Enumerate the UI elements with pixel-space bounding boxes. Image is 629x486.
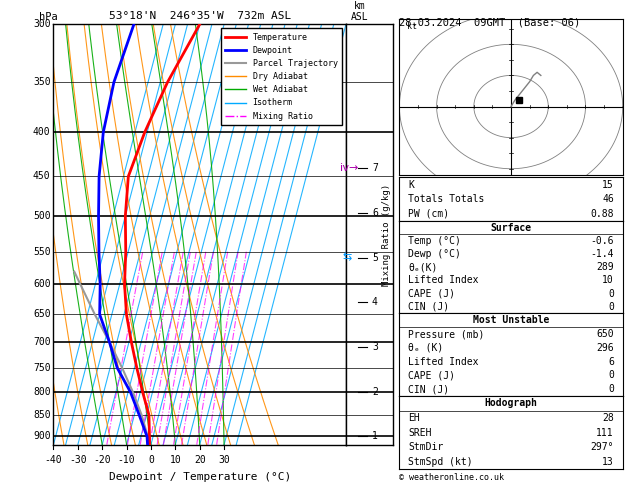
Text: CIN (J): CIN (J)	[408, 384, 450, 394]
Text: K: K	[408, 180, 415, 190]
Text: ⅳ→: ⅳ→	[340, 163, 358, 174]
Text: Lifted Index: Lifted Index	[408, 276, 479, 285]
Text: hPa: hPa	[39, 12, 58, 22]
Text: Dewpoint / Temperature (°C): Dewpoint / Temperature (°C)	[109, 472, 291, 482]
Text: kt: kt	[407, 22, 417, 31]
Text: 0: 0	[148, 455, 154, 465]
Text: 5: 5	[372, 253, 378, 262]
Text: 650: 650	[33, 310, 50, 319]
Legend: Temperature, Dewpoint, Parcel Trajectory, Dry Adiabat, Wet Adiabat, Isotherm, Mi: Temperature, Dewpoint, Parcel Trajectory…	[221, 29, 342, 125]
Text: 500: 500	[33, 211, 50, 221]
Text: 6: 6	[608, 357, 614, 366]
Text: Hodograph: Hodograph	[484, 399, 538, 408]
Text: 297°: 297°	[590, 442, 614, 452]
Text: 30: 30	[218, 455, 230, 465]
Text: CAPE (J): CAPE (J)	[408, 370, 455, 381]
Text: © weatheronline.co.uk: © weatheronline.co.uk	[399, 473, 504, 482]
Text: 46: 46	[602, 194, 614, 204]
Text: 10: 10	[169, 455, 181, 465]
Text: Dewp (°C): Dewp (°C)	[408, 249, 461, 259]
Text: 2: 2	[372, 386, 378, 397]
Text: -0.6: -0.6	[590, 236, 614, 246]
Text: 15: 15	[602, 180, 614, 190]
Text: StmDir: StmDir	[408, 442, 443, 452]
Text: 0: 0	[608, 289, 614, 299]
Text: 550: 550	[33, 247, 50, 257]
Text: 0: 0	[608, 370, 614, 381]
Text: Temp (°C): Temp (°C)	[408, 236, 461, 246]
Text: 700: 700	[33, 337, 50, 347]
Text: 600: 600	[33, 279, 50, 289]
Text: 4: 4	[372, 297, 378, 307]
Text: 850: 850	[33, 410, 50, 420]
Text: -20: -20	[93, 455, 111, 465]
Text: Most Unstable: Most Unstable	[473, 315, 549, 325]
Text: StmSpd (kt): StmSpd (kt)	[408, 457, 473, 467]
Text: 0: 0	[608, 302, 614, 312]
Text: Mixing Ratio (g/kg): Mixing Ratio (g/kg)	[382, 183, 391, 286]
Text: Surface: Surface	[491, 223, 532, 233]
Text: 13: 13	[602, 457, 614, 467]
Text: Totals Totals: Totals Totals	[408, 194, 485, 204]
Text: 650: 650	[596, 329, 614, 339]
Text: 28: 28	[602, 413, 614, 423]
Text: 7: 7	[372, 163, 378, 174]
Text: 296: 296	[596, 343, 614, 353]
Text: Pressure (mb): Pressure (mb)	[408, 329, 485, 339]
Text: 3: 3	[372, 342, 378, 352]
Text: SREH: SREH	[408, 428, 432, 437]
Text: θₑ (K): θₑ (K)	[408, 343, 443, 353]
Text: θₑ(K): θₑ(K)	[408, 262, 438, 272]
Text: 111: 111	[596, 428, 614, 437]
Text: EH: EH	[408, 413, 420, 423]
Text: 1: 1	[372, 431, 378, 441]
Text: 300: 300	[33, 19, 50, 29]
Text: 289: 289	[596, 262, 614, 272]
Text: CIN (J): CIN (J)	[408, 302, 450, 312]
Text: km
ASL: km ASL	[351, 0, 369, 22]
Text: ⇆: ⇆	[343, 253, 352, 262]
Text: 6: 6	[372, 208, 378, 218]
Text: LCL: LCL	[346, 436, 361, 445]
Title: 53°18'N  246°35'W  732m ASL: 53°18'N 246°35'W 732m ASL	[109, 11, 291, 21]
Text: 28.03.2024  09GMT  (Base: 06): 28.03.2024 09GMT (Base: 06)	[399, 17, 581, 27]
Text: 20: 20	[194, 455, 206, 465]
Text: 10: 10	[602, 276, 614, 285]
Text: 0.88: 0.88	[590, 209, 614, 219]
Text: 900: 900	[33, 432, 50, 441]
Text: 400: 400	[33, 127, 50, 137]
Text: -1.4: -1.4	[590, 249, 614, 259]
Text: PW (cm): PW (cm)	[408, 209, 450, 219]
Text: -40: -40	[45, 455, 62, 465]
Text: -10: -10	[118, 455, 135, 465]
Text: 450: 450	[33, 172, 50, 181]
Text: -30: -30	[69, 455, 87, 465]
Text: 0: 0	[608, 384, 614, 394]
Text: 750: 750	[33, 363, 50, 373]
Text: 350: 350	[33, 77, 50, 87]
Text: Lifted Index: Lifted Index	[408, 357, 479, 366]
Text: 800: 800	[33, 387, 50, 397]
Text: CAPE (J): CAPE (J)	[408, 289, 455, 299]
